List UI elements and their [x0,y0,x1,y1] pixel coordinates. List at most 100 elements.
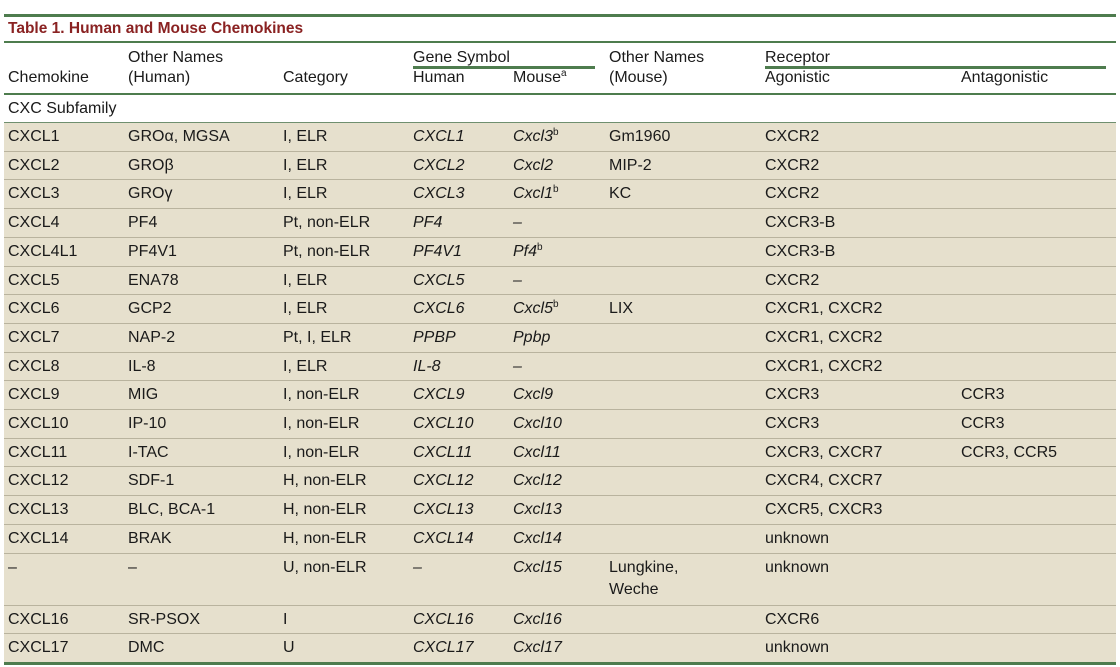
cell-category: H, non-ELR [279,524,409,554]
cell-gene-mouse: – [509,266,605,296]
cell-agonistic: CXCR2 [761,179,957,210]
cell-chemokine: CXCL2 [4,151,124,181]
footnote-b: b [553,184,559,196]
cell-other-names-mouse [605,323,761,353]
cell-gene-human: CXCL13 [409,495,509,525]
cell-chemokine: CXCL5 [4,266,124,296]
cell-antagonistic [957,553,1117,606]
cell-category: I, ELR [279,266,409,296]
cell-other-names-human: GROβ [124,151,279,181]
cell-antagonistic: CCR3 [957,409,1117,439]
cell-gene-human: CXCL9 [409,380,509,411]
cell-category: I, ELR [279,122,409,152]
header-other-names-mouse-line1: Other Names [605,43,761,67]
cell-other-names-human: BRAK [124,524,279,554]
cell-agonistic: CXCR2 [761,266,957,296]
cell-antagonistic: CCR3 [957,380,1117,411]
cell-category: H, non-ELR [279,495,409,525]
cell-gene-mouse: Cxcl9 [509,380,605,411]
table-row: CXCL9 MIG I, non-ELR CXCL9 Cxcl9 CXCR3 CCR3 [4,380,1117,411]
cell-category: I, ELR [279,151,409,181]
cell-other-names-mouse: Gm1960 [605,122,761,152]
cell-agonistic: CXCR3-B [761,208,957,238]
table-row: – – U, non-ELR – Cxcl15 Lungkine, Weche unknown [4,553,1117,606]
cell-other-names-mouse: LIX [605,294,761,324]
cell-other-names-human: IL-8 [124,352,279,382]
cell-category: I, non-ELR [279,380,409,411]
footnote-b: b [553,127,559,138]
cell-antagonistic [957,524,1117,554]
cell-other-names-mouse [605,409,761,439]
cell-other-names-human: I-TAC [124,438,279,468]
header-gene-symbol: Gene Symbol [409,43,605,69]
cell-other-names-mouse: Lungkine, Weche [605,553,761,606]
cell-gene-mouse: Cxcl1b [509,179,605,210]
cell-agonistic: unknown [761,553,957,606]
table-row: CXCL4 PF4 Pt, non-ELR PF4– CXCR3-B [4,208,1117,238]
cell-agonistic: CXCR3-B [761,237,957,267]
cell-category: Pt, I, ELR [279,323,409,353]
cell-category: I, non-ELR [279,438,409,468]
cell-other-names-human: NAP-2 [124,323,279,353]
cell-agonistic: CXCR5, CXCR3 [761,495,957,525]
table-row: CXCL5 ENA78 I, ELR CXCL5– CXCR2 [4,266,1117,296]
cell-gene-mouse: Cxcl14 [509,524,605,554]
cell-category: I, ELR [279,352,409,382]
cell-gene-mouse: – [509,208,605,238]
cell-gene-mouse: – [509,352,605,382]
table-row: CXCL1 GROα, MGSA I, ELR CXCL1 Cxcl3b Gm1960 CX… [4,122,1117,152]
cell-other-names-mouse [605,495,761,525]
cell-gene-mouse: Cxcl3b [509,122,605,152]
top-rule [4,14,1116,17]
cell-other-names-mouse [605,605,761,635]
table-row: CXCL12 SDF-1 H, non-ELR CXCL12 Cxcl12 CXCR4, … [4,466,1117,497]
cell-other-names-mouse [605,237,761,267]
cell-antagonistic [957,605,1117,635]
cell-gene-mouse: Cxcl5b [509,294,605,324]
cell-chemokine: CXCL4 [4,208,124,238]
cell-gene-mouse: Cxcl16 [509,605,605,635]
table-row: CXCL14 BRAK H, non-ELR CXCL14 Cxcl14 unknown [4,524,1117,554]
table-row: CXCL17 DMC U CXCL17 Cxcl17 unknown [4,633,1117,665]
table-row: CXCL10 IP-10 I, non-ELR CXCL10 Cxcl10 CXCR3 CC… [4,409,1117,439]
cell-antagonistic [957,495,1117,525]
cell-other-names-human: IP-10 [124,409,279,439]
cell-gene-mouse: Cxcl17 [509,633,605,665]
cell-gene-human: PF4 [409,208,509,238]
cell-category: I, ELR [279,294,409,324]
cell-gene-mouse: Cxcl10 [509,409,605,439]
cell-gene-human: CXCL2 [409,151,509,181]
cell-category: I, ELR [279,179,409,210]
cell-antagonistic [957,179,1117,210]
cell-chemokine: CXCL3 [4,179,124,210]
cell-chemokine: CXCL7 [4,323,124,353]
cell-chemokine: CXCL10 [4,409,124,439]
header-other-names-human-line2: (Human) [124,67,279,94]
cell-chemokine: CXCL6 [4,294,124,324]
cell-gene-human: CXCL11 [409,438,509,468]
cell-other-names-human: DMC [124,633,279,665]
cell-antagonistic [957,323,1117,353]
header-chemokine: Chemokine [4,67,124,94]
subfamily-heading: CXC Subfamily [4,93,1117,123]
cell-gene-mouse: Cxcl12 [509,466,605,497]
cell-other-names-human: GROα, MGSA [124,122,279,152]
cell-other-names-mouse [605,380,761,411]
cell-gene-human: CXCL17 [409,633,509,665]
cell-other-names-human: – [124,553,279,606]
cell-gene-human: CXCL16 [409,605,509,635]
cell-other-names-mouse [605,266,761,296]
cell-gene-human: CXCL1 [409,122,509,152]
header-other-names-mouse-line2: (Mouse) [605,67,761,94]
cell-antagonistic [957,208,1117,238]
table-header: Other Names Gene Symbol Other Names Rece… [4,43,1117,94]
cell-other-names-human: BLC, BCA-1 [124,495,279,525]
header-agonistic: Agonistic [761,67,957,94]
cell-other-names-mouse [605,633,761,665]
cell-chemokine: CXCL11 [4,438,124,468]
cell-agonistic: CXCR2 [761,151,957,181]
table-row: CXCL4L1 PF4V1 Pt, non-ELR PF4V1 Pf4b CXCR3-B [4,237,1117,267]
cell-gene-human: PF4V1 [409,237,509,267]
cell-gene-mouse: Cxcl15 [509,553,605,606]
cell-gene-human: CXCL5 [409,266,509,296]
